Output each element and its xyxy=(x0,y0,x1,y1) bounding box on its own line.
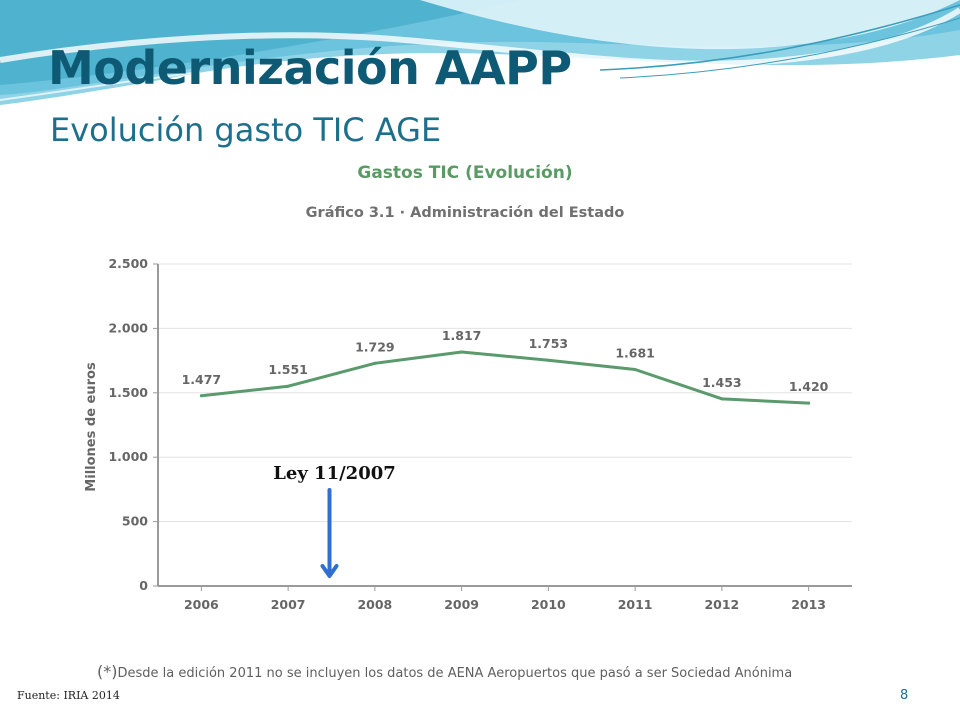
data-label: 1.477 xyxy=(182,372,222,387)
data-label: 1.681 xyxy=(615,345,655,360)
data-point xyxy=(286,384,290,388)
data-label: 1.753 xyxy=(529,336,569,351)
series-line xyxy=(199,350,811,405)
slide-title: Modernización AAPP xyxy=(48,41,572,95)
data-label: 1.729 xyxy=(355,339,395,354)
x-tick-label: 2010 xyxy=(531,597,566,612)
y-tick-labels: 0 500 1.000 1.500 2.000 2.500 xyxy=(108,256,148,593)
annotation-arrow-head xyxy=(320,564,339,578)
data-point xyxy=(720,397,724,401)
y-tick-label: 1.500 xyxy=(108,385,148,400)
y-tick-label: 2.500 xyxy=(108,256,148,271)
x-tick-label: 2006 xyxy=(184,597,219,612)
chart-subtitle: Gráfico 3.1 · Administración del Estado xyxy=(306,205,625,221)
source-citation: Fuente: IRIA 2014 xyxy=(17,689,120,702)
data-point xyxy=(373,361,377,365)
data-point xyxy=(633,367,637,371)
x-tick-label: 2007 xyxy=(271,597,306,612)
chart-footnote: (*)Desde la edición 2011 no se incluyen … xyxy=(97,662,792,681)
annotation-group: Ley 11/2007 xyxy=(273,463,396,578)
data-point xyxy=(807,401,811,405)
x-tick-labels: 2006 2007 2008 2009 2010 2011 2012 2013 xyxy=(184,597,826,612)
x-tick-label: 2012 xyxy=(704,597,739,612)
page-number: 8 xyxy=(900,688,909,703)
data-label: 1.817 xyxy=(442,328,482,343)
chart-title: Gastos TIC (Evolución) xyxy=(357,163,572,183)
y-tick-label: 2.000 xyxy=(108,320,148,335)
data-point xyxy=(460,350,464,354)
x-tick-label: 2009 xyxy=(444,597,479,612)
series-line-group xyxy=(199,350,811,405)
y-tick-label: 1.000 xyxy=(108,449,148,464)
data-point xyxy=(546,358,550,362)
annotation-label: Ley 11/2007 xyxy=(273,463,396,484)
data-label: 1.551 xyxy=(268,362,308,377)
footnote-text: Desde la edición 2011 no se incluyen los… xyxy=(117,666,792,681)
data-label: 1.453 xyxy=(702,375,742,390)
gridlines xyxy=(158,263,852,523)
x-tick-label: 2013 xyxy=(791,597,826,612)
slide-subtitle: Evolución gasto TIC AGE xyxy=(50,111,442,149)
y-tick-label: 0 xyxy=(139,578,148,593)
y-axis-label: Millones de euros xyxy=(84,362,99,492)
data-label: 1.420 xyxy=(789,379,829,394)
y-tick-label: 500 xyxy=(122,514,148,529)
data-labels: 1.477 1.551 1.729 1.817 1.753 1.681 1.453 1.420 xyxy=(182,328,829,394)
x-tick-label: 2011 xyxy=(618,597,653,612)
axes xyxy=(153,263,852,591)
data-point xyxy=(199,394,203,398)
x-tick-label: 2008 xyxy=(357,597,392,612)
footnote-prefix: (*) xyxy=(97,662,117,681)
